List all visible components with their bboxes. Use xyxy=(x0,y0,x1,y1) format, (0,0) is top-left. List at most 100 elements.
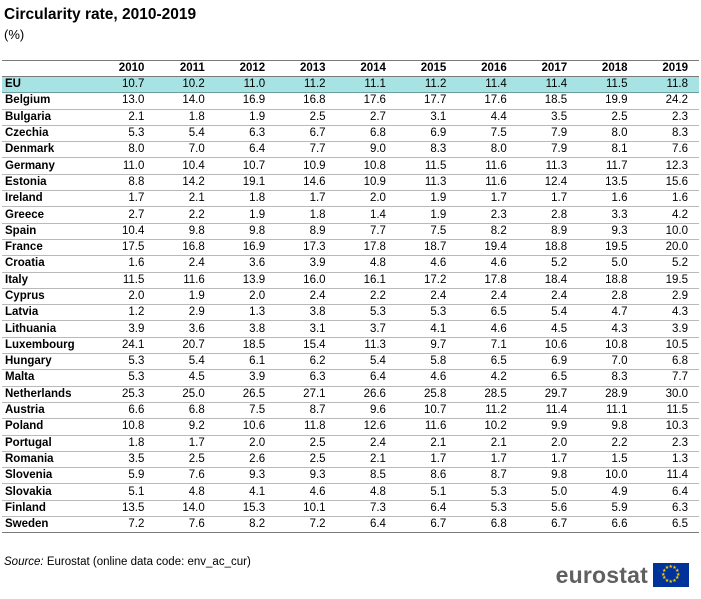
table-cell: 17.5 xyxy=(95,239,156,257)
table-cell: 3.5 xyxy=(95,451,156,469)
table-cell: 3.9 xyxy=(95,320,156,338)
table-cell: 2.4 xyxy=(276,288,337,306)
table-cell: 2.5 xyxy=(155,451,216,469)
table-cell: 5.3 xyxy=(336,304,397,322)
table-cell: 8.3 xyxy=(578,369,639,387)
table-cell: 7.1 xyxy=(457,337,518,355)
table-row: Netherlands 25.3 25.0 26.5 27.1 26.6 25.8 28.5 2… xyxy=(2,386,699,403)
table-cell: 29.7 xyxy=(517,386,579,403)
table-cell: 11.8 xyxy=(276,418,337,436)
table-cell: 6.3 xyxy=(638,500,699,518)
table-cell: 5.4 xyxy=(336,353,397,371)
column-header: 2019 xyxy=(638,60,699,77)
table-cell: 1.9 xyxy=(396,206,458,224)
table-row: EU 10.7 10.2 11.0 11.2 11.1 11.2 11.4 11.4 11.5 11… xyxy=(2,76,699,94)
table-row: France 17.5 16.8 16.9 17.3 17.8 18.7 19.4 18.8 19… xyxy=(2,239,699,257)
table-cell: 11.6 xyxy=(396,418,458,436)
row-label: Cyprus xyxy=(2,288,95,306)
table-cell: 11.4 xyxy=(638,467,699,485)
table-cell: 8.2 xyxy=(457,223,518,240)
table-cell: 11.8 xyxy=(638,76,699,94)
table-cell: 11.3 xyxy=(396,174,458,192)
table-cell: 6.4 xyxy=(215,141,277,159)
table-cell: 11.2 xyxy=(457,402,518,420)
column-header: 2017 xyxy=(517,60,579,77)
row-label: Greece xyxy=(2,206,95,224)
table-cell: 1.8 xyxy=(95,435,156,452)
table-cell: 7.5 xyxy=(215,402,277,420)
table-cell: 18.5 xyxy=(215,337,277,355)
table-cell: 4.6 xyxy=(396,369,458,387)
table-cell: 4.5 xyxy=(155,369,216,387)
table-cell: 1.2 xyxy=(95,304,156,322)
table-cell: 19.5 xyxy=(578,239,639,257)
row-label: Finland xyxy=(2,500,95,518)
table-cell: 8.0 xyxy=(95,141,156,159)
table-cell: 7.9 xyxy=(517,141,579,159)
table-cell: 7.0 xyxy=(155,141,216,159)
table-cell: 10.7 xyxy=(396,402,458,420)
row-label: Malta xyxy=(2,369,95,387)
table-cell: 1.6 xyxy=(95,255,156,273)
table-cell: 9.3 xyxy=(578,223,639,240)
table-cell: 4.1 xyxy=(396,320,458,338)
row-label: Austria xyxy=(2,402,95,420)
table-cell: 2.7 xyxy=(95,206,156,224)
table-cell: 9.8 xyxy=(578,418,639,436)
table-cell: 3.1 xyxy=(276,320,337,338)
row-label: Latvia xyxy=(2,304,95,322)
table-cell: 2.4 xyxy=(336,435,397,452)
flag-star-icon: ★ xyxy=(672,565,677,571)
table-cell: 7.9 xyxy=(517,125,579,143)
table-row: Belgium 13.0 14.0 16.9 16.8 17.6 17.7 17.6 18.5 1… xyxy=(2,92,699,110)
table-cell: 3.8 xyxy=(215,320,277,338)
table-cell: 6.6 xyxy=(95,402,156,420)
table-unit: (%) xyxy=(4,27,25,42)
table-cell: 6.5 xyxy=(457,353,518,371)
table-cell: 20.7 xyxy=(155,337,216,355)
flag-star-icon: ★ xyxy=(662,567,667,574)
table-cell: 17.8 xyxy=(457,272,518,289)
table-cell: 2.1 xyxy=(457,435,518,452)
table-cell: 15.3 xyxy=(215,500,277,518)
table-cell: 11.1 xyxy=(578,402,639,420)
table-cell: 27.1 xyxy=(276,386,337,403)
table-cell: 6.8 xyxy=(457,516,518,534)
flag-star-icon: ★ xyxy=(668,579,673,585)
table-cell: 1.9 xyxy=(215,109,277,126)
table-cell: 1.6 xyxy=(638,190,699,208)
logo-text: eurostat xyxy=(555,561,648,588)
table-cell: 11.1 xyxy=(336,76,397,94)
source-note: Source: Eurostat (online data code: env_… xyxy=(4,556,251,568)
table-cell: 1.7 xyxy=(517,190,579,208)
table-cell: 10.9 xyxy=(336,174,397,192)
table-cell: 5.3 xyxy=(457,483,518,501)
table-cell: 11.3 xyxy=(336,337,397,355)
table-cell: 17.8 xyxy=(336,239,397,257)
table-cell: 15.4 xyxy=(276,337,337,355)
table-cell: 5.3 xyxy=(95,353,156,371)
header-row: 2010 2011 2012 2013 2014 2015 2016 2017 2018 2019 xyxy=(2,60,699,77)
table-cell: 3.9 xyxy=(638,320,699,338)
table-cell: 1.7 xyxy=(276,190,337,208)
flag-star-icon: ★ xyxy=(664,577,670,584)
table-cell: 3.5 xyxy=(517,109,579,126)
table-cell: 10.1 xyxy=(276,500,337,518)
table-cell: 9.0 xyxy=(336,141,397,159)
table-cell: 3.9 xyxy=(215,369,277,387)
table-cell: 6.2 xyxy=(276,353,337,371)
table-cell: 26.6 xyxy=(336,386,397,403)
table-cell: 1.5 xyxy=(578,451,639,469)
table-cell: 4.9 xyxy=(578,483,639,501)
table-cell: 24.1 xyxy=(95,337,156,355)
table-cell: 1.8 xyxy=(215,190,277,208)
table-cell: 4.3 xyxy=(638,304,699,322)
table-cell: 6.4 xyxy=(336,516,397,534)
table-cell: 2.0 xyxy=(517,435,579,452)
table-cell: 14.0 xyxy=(155,92,216,110)
row-label: Poland xyxy=(2,418,95,436)
table-cell: 2.2 xyxy=(578,435,639,452)
table-cell: 5.2 xyxy=(638,255,699,273)
table-cell: 8.0 xyxy=(457,141,518,159)
table-cell: 2.5 xyxy=(276,435,337,452)
